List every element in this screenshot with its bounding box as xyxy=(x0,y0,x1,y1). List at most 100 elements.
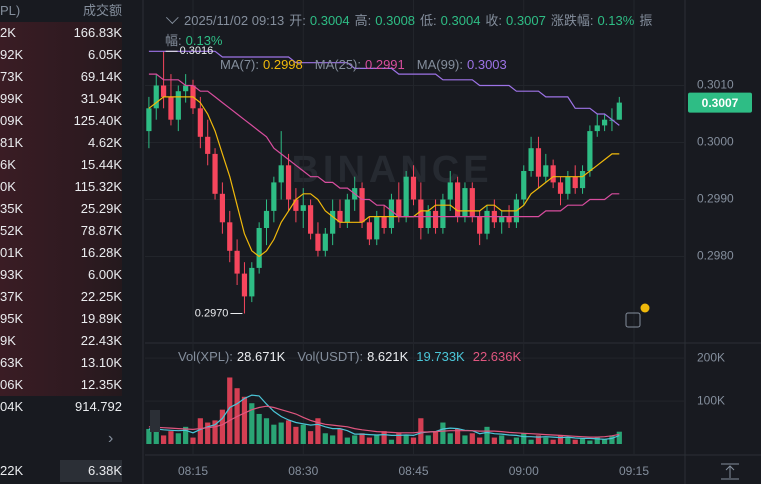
volume-bar xyxy=(227,377,233,444)
volume-bar xyxy=(535,435,542,444)
trade-price: 92K xyxy=(0,47,24,62)
trade-row: 6K 15.44K xyxy=(0,154,122,176)
candle-body xyxy=(484,210,490,234)
x-tick-label: 08:45 xyxy=(398,464,428,478)
field-label: 开: xyxy=(289,13,306,28)
field-label: 涨跌幅: xyxy=(550,13,594,28)
collapse-button[interactable] xyxy=(150,410,160,432)
trade-price: 01K xyxy=(0,245,24,260)
candle-body xyxy=(543,165,549,177)
candle-body xyxy=(146,108,152,132)
candle-body xyxy=(300,205,306,211)
volume-bar xyxy=(521,433,527,444)
volume-bar xyxy=(616,431,622,444)
candle-body xyxy=(499,216,505,223)
candle-body xyxy=(447,182,453,200)
trade-price: 04K xyxy=(0,399,24,414)
ma-legend: MA(7): 0.2998 MA(25): 0.2991 MA(99): 0.3003 xyxy=(220,57,519,72)
field-label: 高: xyxy=(354,13,372,28)
candle-body xyxy=(594,125,600,132)
candle-body xyxy=(535,148,542,177)
volume-bar xyxy=(146,428,152,444)
volume-bar xyxy=(153,424,159,444)
volume-bar xyxy=(168,431,174,444)
volume-bar xyxy=(300,424,306,444)
trade-price: 22K xyxy=(0,463,24,478)
volume-ma-value: 22.636K xyxy=(472,349,522,364)
trade-row: 9K 22.43K xyxy=(0,330,122,352)
y-tick-label: 0.2980 xyxy=(697,249,734,263)
volume-bar xyxy=(594,437,600,444)
volume-bar xyxy=(565,437,571,444)
candle-body xyxy=(366,222,372,240)
x-tick-label: 08:15 xyxy=(178,464,208,478)
volume-bar xyxy=(183,426,189,444)
candle-body xyxy=(359,188,365,223)
volume-bar xyxy=(249,403,255,444)
candle-body xyxy=(579,171,586,189)
candle-body xyxy=(168,96,174,120)
candle-body xyxy=(315,233,321,251)
candle-body xyxy=(506,216,512,223)
column-header: PL) xyxy=(0,3,21,18)
volume-bar xyxy=(344,437,350,444)
trade-price: 81K xyxy=(0,135,24,150)
price-tag-label: 0.3007 xyxy=(702,96,739,110)
ma-value: 0.2991 xyxy=(365,57,405,72)
trade-row: 81K 4.62K xyxy=(0,132,122,154)
watermark: BINANCE xyxy=(291,149,492,191)
trade-row: 09K 125.40K xyxy=(0,110,122,132)
candle-body xyxy=(616,102,622,120)
trade-amount: 25.29K xyxy=(80,201,122,216)
volume-bar xyxy=(197,418,203,444)
list-header: PL) 成交额 xyxy=(0,0,122,22)
candle-body xyxy=(330,210,336,234)
volume-bar xyxy=(161,435,167,444)
volume-ma-value: 19.733K xyxy=(416,349,465,364)
ma-value: 0.3003 xyxy=(467,57,507,72)
volume-bar xyxy=(315,418,321,444)
trade-amount: 914.792 xyxy=(75,399,122,414)
volume-bar xyxy=(528,439,534,444)
volume-bar xyxy=(432,431,439,444)
candle-body xyxy=(263,210,270,228)
candle-body xyxy=(322,233,328,251)
trade-row: 2K 166.83K xyxy=(0,22,122,44)
volume-bar xyxy=(293,426,299,444)
trade-price: 09K xyxy=(0,113,24,128)
candle-body xyxy=(278,165,284,183)
trade-row: 73K 69.14K xyxy=(0,66,122,88)
alert-dot[interactable] xyxy=(640,303,650,313)
candle-body xyxy=(565,176,571,194)
volume-value: 28.671K xyxy=(236,349,286,364)
candle-body xyxy=(161,85,167,97)
volume-bar xyxy=(462,435,468,444)
candle-body xyxy=(234,250,240,274)
field-value: 0.3004 xyxy=(440,13,481,28)
ma-name: MA(25): xyxy=(314,57,361,72)
chevron[interactable] xyxy=(165,11,179,25)
field-value: 0.3007 xyxy=(506,13,546,28)
volume-bar xyxy=(557,435,564,444)
field-value: 0.13% xyxy=(185,33,223,48)
candle-body xyxy=(337,210,343,223)
y-tick-label: 0.2990 xyxy=(697,192,734,206)
candle-body xyxy=(587,131,593,171)
candle-body xyxy=(381,216,387,228)
datetime: 2025/11/02 09:13 xyxy=(184,13,285,28)
trade-row: 22K 6.38K xyxy=(0,460,122,482)
scale-icon[interactable] xyxy=(721,463,739,480)
trade-amount: 115.32K xyxy=(74,179,122,194)
volume-bar xyxy=(263,418,270,444)
candle-body xyxy=(469,188,475,217)
volume-bar xyxy=(455,428,461,444)
candle-body xyxy=(256,228,262,268)
expand-button[interactable]: › xyxy=(108,430,114,447)
trade-row: 0K 115.32K xyxy=(0,176,122,198)
ma-line xyxy=(148,50,620,126)
candle-body xyxy=(528,148,534,171)
candle-body xyxy=(557,182,564,194)
candle-body xyxy=(396,199,402,217)
volume-name: Vol(XPL): xyxy=(178,349,233,364)
note-icon[interactable] xyxy=(625,312,641,328)
